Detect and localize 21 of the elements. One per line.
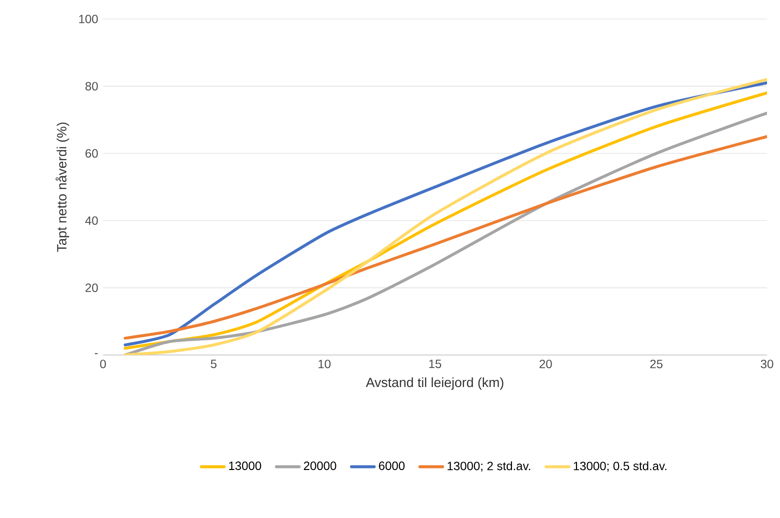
x-tick-label: 25 [650,360,663,368]
x-tick-label: 20 [540,360,552,368]
y-tick-label: 100 [79,14,98,24]
x-tick-label: 15 [429,360,442,368]
line-series [124,135,768,340]
legend-label: 13000; 2 std.av. [448,461,530,472]
x-tick-label: 5 [210,360,216,368]
y-tick-label: 60 [86,149,98,158]
y-tick-label: 40 [85,216,98,225]
x-axis-title: Avstand til leiejord (km) [366,377,504,390]
x-tick-label: 0 [100,360,106,368]
x-tick-label: 10 [318,360,331,368]
y-tick-label: - [94,353,98,354]
y-tick-label: 80 [85,82,98,90]
legend-label: 13000; 0.5 std.av. [574,461,666,472]
legend-label: 13000 [229,462,262,470]
legend-label: 6000 [378,462,405,470]
x-tick-label: 30 [760,360,774,368]
legend-label: 20000 [304,462,336,470]
y-tick-label: 20 [86,284,98,292]
y-axis-title: Tapt netto nåverdi (%) [56,122,70,252]
